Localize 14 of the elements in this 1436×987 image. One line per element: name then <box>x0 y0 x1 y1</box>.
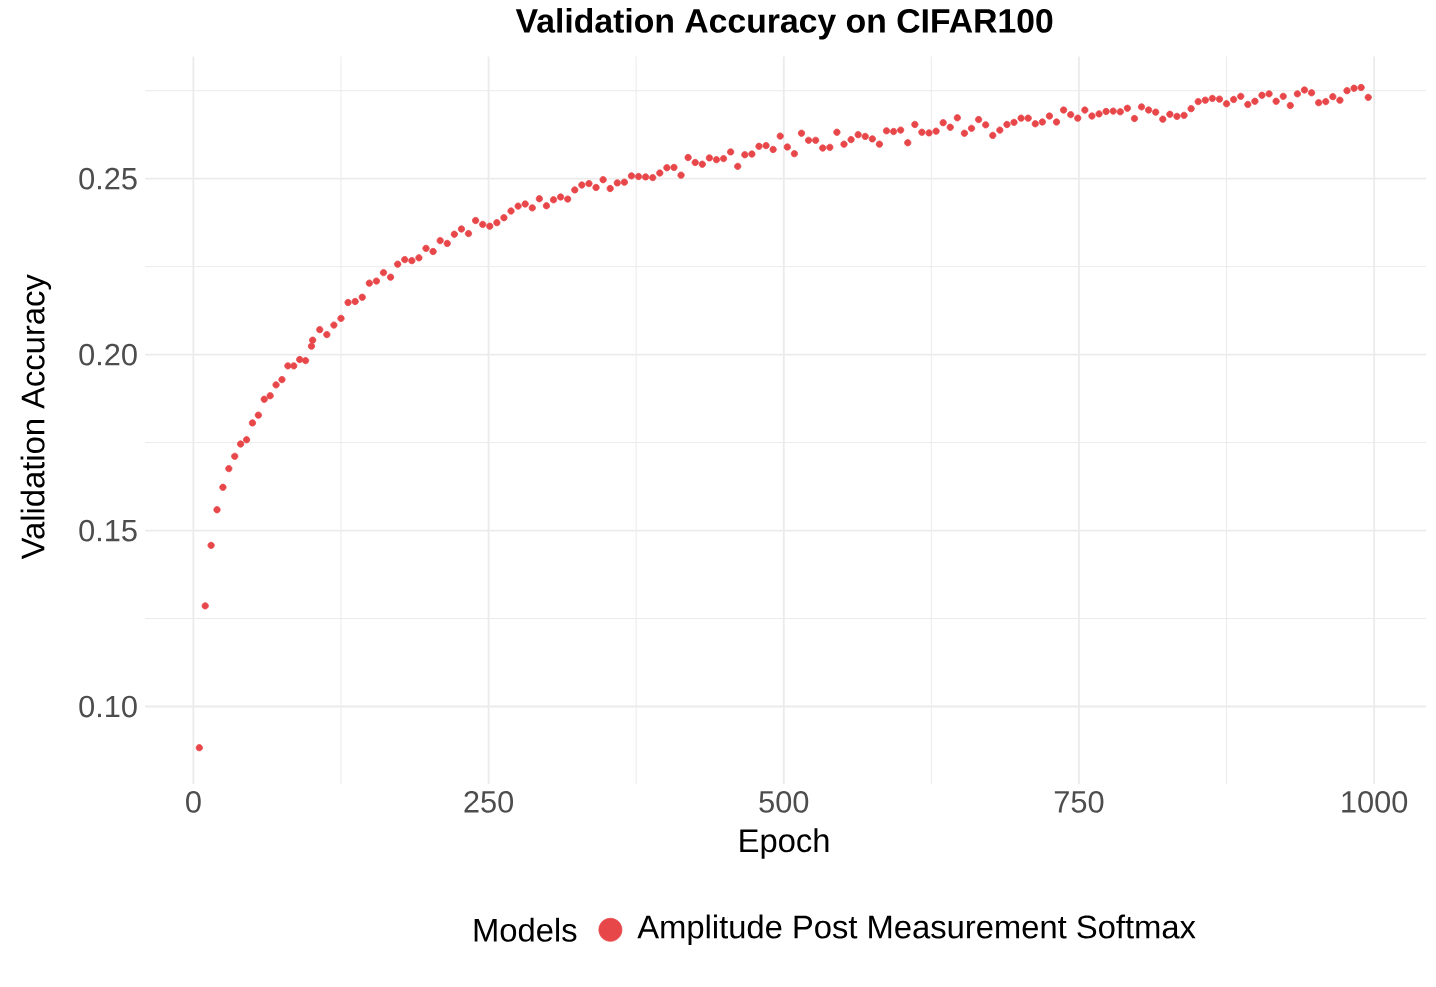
chart-title: Validation Accuracy on CIFAR100 <box>515 7 1053 40</box>
legend-label: Amplitude Post Measurement Softmax <box>637 914 1196 945</box>
y-axis-title: Validation Accuracy <box>20 274 52 560</box>
x-tick-label: 500 <box>759 790 809 813</box>
y-tick-label: 0.15 <box>79 519 137 542</box>
x-tick-label: 0 <box>186 790 201 813</box>
y-tick-label: 0.20 <box>79 343 137 366</box>
x-tick-label: 750 <box>1054 790 1104 813</box>
x-axis-title: Epoch <box>740 828 829 859</box>
legend-title: Models <box>474 917 577 942</box>
x-tick-label: 250 <box>464 790 514 813</box>
y-tick-label: 0.10 <box>79 695 137 718</box>
x-tick-label: 1000 <box>1342 790 1408 813</box>
y-tick-label: 0.25 <box>79 167 137 190</box>
